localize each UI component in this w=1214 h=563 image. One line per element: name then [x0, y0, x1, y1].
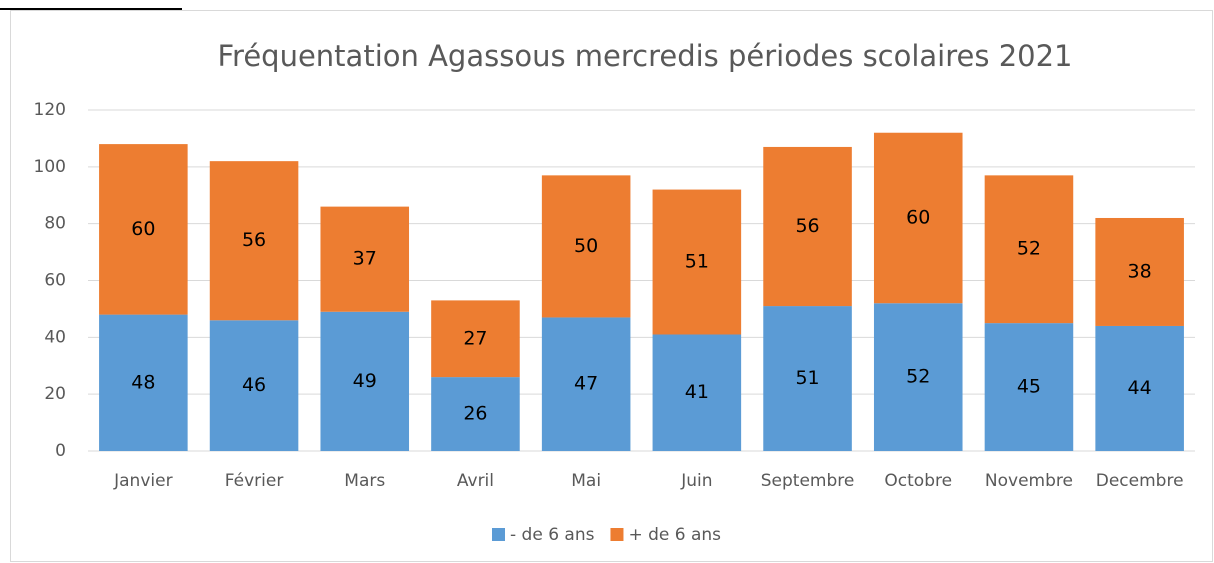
bar-segment [984, 175, 1074, 324]
x-tick-label: Octobre [884, 471, 952, 491]
x-tick-label: Mars [344, 471, 385, 491]
bar-segment [209, 320, 299, 451]
x-tick-label: Mai [571, 471, 601, 491]
bar-segment [99, 144, 188, 315]
data-label: 56 [795, 215, 819, 237]
bar-segment [873, 303, 963, 451]
x-tick-label: Decembre [1096, 471, 1184, 491]
data-label: 52 [906, 366, 930, 388]
y-tick-label: 80 [44, 214, 66, 234]
data-label: 44 [1128, 377, 1152, 399]
bar-segment [431, 377, 520, 451]
x-tick-label: Janvier [113, 471, 172, 491]
bar-segment [99, 314, 188, 451]
data-label: 56 [242, 229, 266, 251]
data-label: 46 [242, 374, 266, 396]
data-label: 38 [1128, 260, 1152, 282]
y-tick-label: 40 [44, 327, 66, 347]
y-tick-label: 20 [44, 384, 66, 404]
data-label: 47 [574, 373, 598, 395]
chart-title: Fréquentation Agassous mercredis période… [217, 39, 1072, 73]
data-label: 26 [463, 403, 487, 425]
x-tick-label: Septembre [761, 471, 855, 491]
x-tick-label: Avril [457, 471, 494, 491]
data-label: 60 [906, 206, 930, 228]
y-tick-label: 60 [44, 271, 66, 291]
legend-swatch [610, 528, 624, 541]
bar-segment [541, 317, 631, 451]
data-label: 52 [1017, 238, 1041, 260]
data-label: 41 [685, 381, 709, 403]
data-label: 45 [1017, 376, 1041, 398]
legend-label: - de 6 ans [510, 525, 595, 545]
bar-segment [1095, 217, 1184, 326]
bar-segment [541, 175, 631, 318]
x-tick-label: Février [225, 471, 284, 491]
data-label: 27 [463, 327, 487, 349]
legend-swatch [492, 528, 505, 541]
bar-segment [652, 189, 742, 335]
data-label: 51 [795, 367, 819, 389]
bar-segment [320, 206, 410, 312]
y-tick-label: 120 [34, 100, 66, 120]
data-label: 37 [353, 248, 377, 270]
bar-segment [763, 146, 852, 307]
chart-border [10, 10, 1213, 562]
bar-segment [873, 132, 963, 304]
x-tick-label: Novembre [985, 471, 1073, 491]
data-label: 60 [131, 218, 155, 240]
bar-segment [984, 323, 1074, 451]
legend-label: + de 6 ans [628, 525, 721, 545]
data-label: 51 [685, 251, 709, 273]
bar-segment [1095, 325, 1184, 451]
data-label: 50 [574, 235, 598, 257]
bar-segment [209, 161, 299, 321]
bar-segment [652, 334, 742, 451]
y-tick-label: 0 [55, 441, 66, 461]
x-tick-label: Juin [680, 471, 712, 491]
data-label: 48 [131, 371, 155, 393]
bar-segment [320, 311, 410, 451]
bar-segment [431, 300, 520, 378]
data-label: 49 [353, 370, 377, 392]
y-tick-label: 100 [34, 157, 66, 177]
bar-segment [763, 306, 852, 451]
